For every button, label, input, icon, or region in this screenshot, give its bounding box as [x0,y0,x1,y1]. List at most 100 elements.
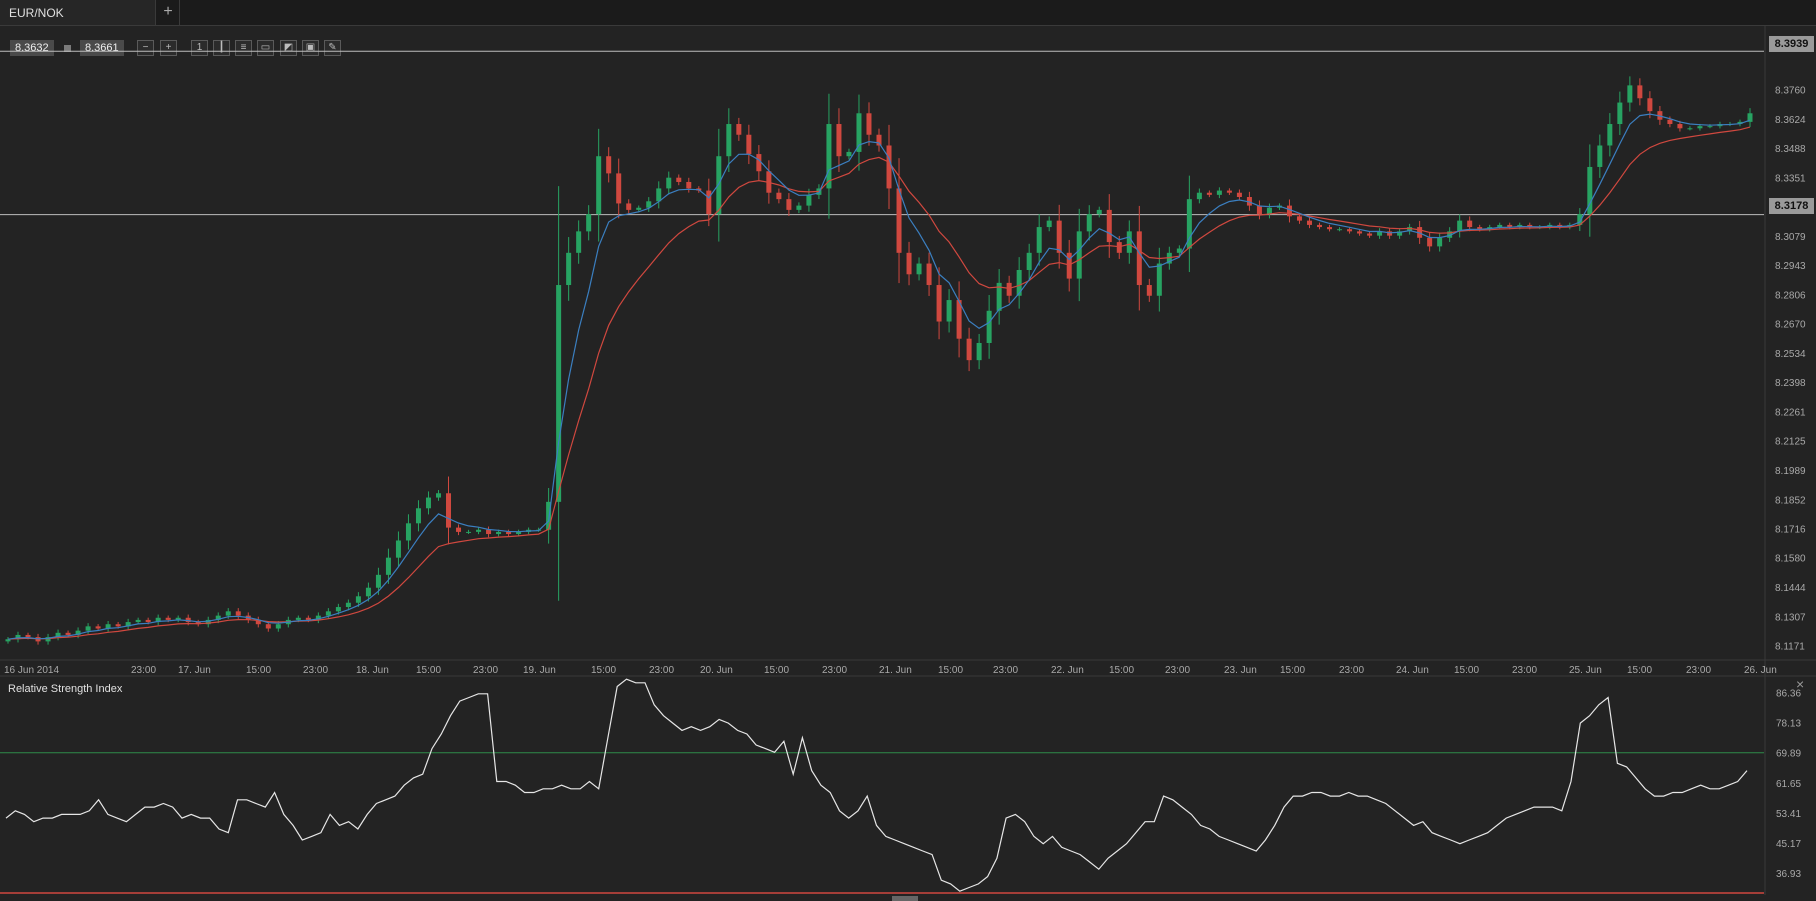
x-tick-label: 15:00 [1109,665,1134,676]
candle-body [1737,121,1743,125]
y-tick-label: 8.2534 [1775,349,1806,360]
candle-body [946,300,952,322]
candle-body [886,145,892,189]
rsi-line [5,678,1748,892]
candle-body [1206,192,1212,195]
candle-body [906,252,912,275]
candle-body [1266,207,1272,215]
candle-body [656,188,662,202]
candle-body [205,619,211,625]
candle-body [1367,233,1373,236]
candle-body [836,124,842,157]
candle-body [1306,220,1312,225]
candle-body [1116,242,1122,253]
candle-body [496,531,502,535]
current-price-tag: 8.3939 [1769,36,1814,52]
drawings-icon[interactable]: ▭ [257,40,274,56]
x-tick-label: 21. Jun [879,665,912,676]
candle-body [265,624,271,629]
candle-body [1046,220,1052,228]
bar-type-icon[interactable]: ┃ [213,40,230,56]
x-tick-label: 23:00 [649,665,674,676]
candle-body [506,531,512,535]
candle-body [305,617,311,620]
y-tick-label: 8.1444 [1775,583,1806,594]
candle-body [405,523,411,541]
candle-body [1256,205,1262,215]
candle-body [966,338,972,361]
candle-body [1196,192,1202,200]
screenshot-icon[interactable]: ▣ [302,40,319,56]
zoom-in-icon[interactable]: + [160,40,177,56]
candle-body [796,205,802,210]
candle-body [1447,231,1453,238]
x-tick-label: 15:00 [938,665,963,676]
indicators-icon[interactable]: ≡ [235,40,252,56]
y-tick-label: 8.1716 [1775,524,1806,535]
candle-body [1236,192,1242,198]
candle-body [5,639,11,642]
tab-eurnok[interactable]: EUR/NOK [0,0,156,25]
candle-body [1327,227,1333,230]
rsi-y-tick-label: 61.65 [1776,779,1801,790]
pane-resize-handle[interactable] [892,896,918,901]
x-tick-label: 23:00 [303,665,328,676]
candle-body [1086,214,1092,232]
y-tick-label: 8.1580 [1775,554,1806,565]
candle-body [866,113,872,135]
candle-body [225,611,231,616]
candle-body [1016,269,1022,296]
candle-body [1176,248,1182,253]
candle-body [1697,126,1703,129]
rsi-y-tick-label: 36.93 [1776,869,1801,880]
candle-body [746,134,752,155]
candle-body [726,124,732,157]
candle-body [1186,199,1192,249]
candle-body [335,607,341,612]
candle-body [826,124,832,189]
candle-body [1677,124,1683,129]
candle-body [596,156,602,215]
close-indicator-button[interactable]: × [1796,676,1805,692]
candle-body [736,124,742,135]
template-icon[interactable]: ◩ [280,40,297,56]
candle-body [916,263,922,275]
candle-body [1156,263,1162,296]
candle-body [1597,145,1603,167]
candle-body [1357,231,1363,234]
candle-body [85,626,91,631]
candle-body [1637,85,1643,99]
candle-body [185,617,191,623]
pen-icon[interactable]: ✎ [324,40,341,56]
period-icon[interactable]: 1 [191,40,208,56]
candle-body [636,207,642,210]
horizontal-line-tag[interactable]: 8.3178 [1769,198,1814,214]
candle-body [616,173,622,204]
candle-body [986,310,992,343]
candle-body [365,587,371,597]
add-tab-button[interactable]: + [157,0,180,25]
candle-body [1076,231,1082,279]
candle-body [315,615,321,620]
x-tick-label: 19. Jun [523,665,556,676]
candle-body [375,574,381,588]
x-tick-label: 23. Jun [1224,665,1257,676]
zoom-out-icon[interactable]: − [137,40,154,56]
candle-body [435,493,441,498]
candle-body [385,557,391,575]
x-tick-label: 15:00 [1280,665,1305,676]
candle-body [1607,124,1613,146]
candle-body [756,154,762,172]
candle-body [355,596,361,603]
slow-ma-line [7,126,1751,640]
candle-body [1056,220,1062,253]
candle-body [1036,227,1042,253]
x-tick-label: 23:00 [1686,665,1711,676]
candle-body [65,632,71,635]
y-tick-label: 8.3488 [1775,144,1806,155]
x-tick-label: 23:00 [1339,665,1364,676]
candle-body [566,252,572,286]
x-tick-label: 23:00 [993,665,1018,676]
candle-body [856,113,862,152]
